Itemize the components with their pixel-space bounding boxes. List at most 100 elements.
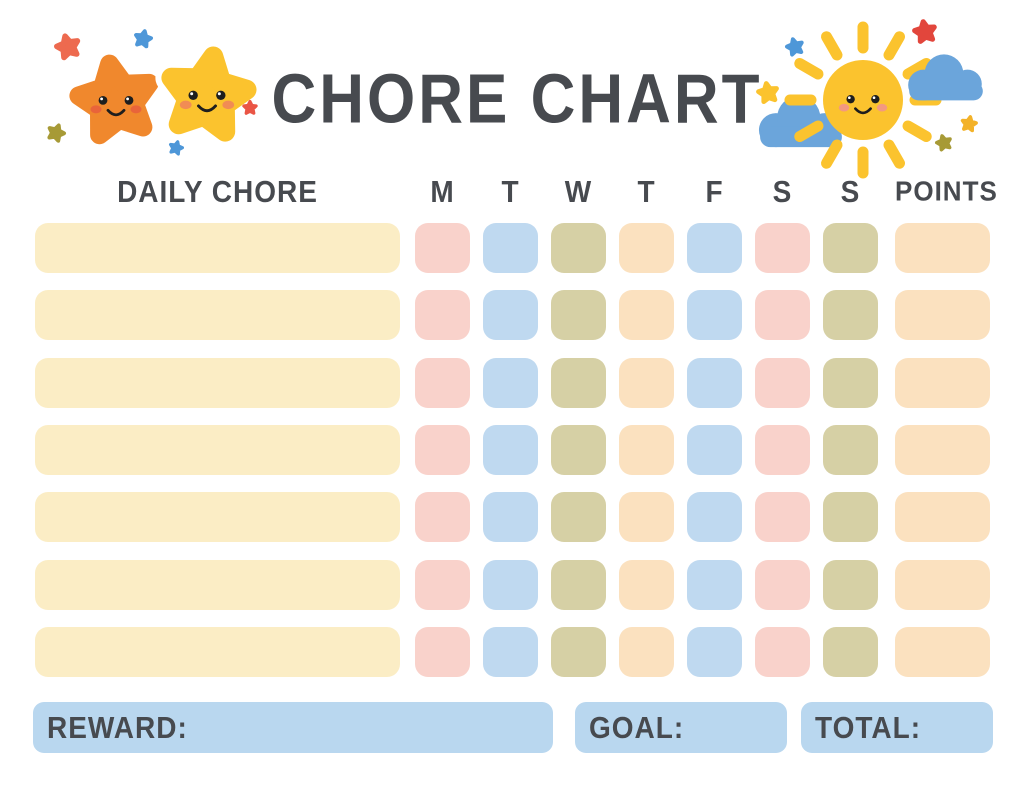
points-cell[interactable] xyxy=(895,492,990,542)
chore-name-field[interactable] xyxy=(35,290,400,340)
star-icon xyxy=(912,19,937,44)
chore-name-field[interactable] xyxy=(35,358,400,408)
star-icon xyxy=(242,100,258,115)
star-icon xyxy=(69,54,159,145)
face xyxy=(179,90,235,113)
day-cell[interactable] xyxy=(823,223,878,273)
day-cell[interactable] xyxy=(551,358,606,408)
day-cell[interactable] xyxy=(619,425,674,475)
chore-name-field[interactable] xyxy=(35,425,400,475)
chore-name-field[interactable] xyxy=(35,627,400,677)
day-cell[interactable] xyxy=(823,290,878,340)
chore-name-field[interactable] xyxy=(35,223,400,273)
day-cell[interactable] xyxy=(415,560,470,610)
day-cell[interactable] xyxy=(551,290,606,340)
day-cell[interactable] xyxy=(619,223,674,273)
column-header-day-wed: W xyxy=(564,174,593,209)
day-cell[interactable] xyxy=(415,290,470,340)
star-icon xyxy=(169,140,184,156)
star-icon xyxy=(960,115,978,133)
sun-ray xyxy=(821,139,843,169)
column-header-day-sun: S xyxy=(840,174,861,209)
points-cell[interactable] xyxy=(895,223,990,273)
points-cell[interactable] xyxy=(895,358,990,408)
day-cell[interactable] xyxy=(823,425,878,475)
day-cell[interactable] xyxy=(823,492,878,542)
day-cell[interactable] xyxy=(755,290,810,340)
day-cell[interactable] xyxy=(687,492,742,542)
day-cell[interactable] xyxy=(551,560,606,610)
star-icon xyxy=(161,46,257,142)
day-cell[interactable] xyxy=(483,358,538,408)
face xyxy=(90,95,142,117)
day-cell[interactable] xyxy=(687,290,742,340)
day-cell[interactable] xyxy=(415,358,470,408)
day-cell[interactable] xyxy=(483,492,538,542)
star-icon xyxy=(54,33,81,61)
day-cell[interactable] xyxy=(551,627,606,677)
day-cell[interactable] xyxy=(823,560,878,610)
day-cell[interactable] xyxy=(415,492,470,542)
star-icon xyxy=(134,29,153,49)
day-cell[interactable] xyxy=(755,627,810,677)
sun-ray xyxy=(902,120,932,142)
sun-ray xyxy=(794,120,824,142)
star-icon xyxy=(756,81,779,104)
chore-name-field[interactable] xyxy=(35,560,400,610)
day-cell[interactable] xyxy=(619,290,674,340)
day-cell[interactable] xyxy=(755,425,810,475)
day-cell[interactable] xyxy=(483,425,538,475)
sun-ray xyxy=(794,58,824,80)
sun-ray xyxy=(883,31,905,61)
sun-ray xyxy=(902,58,932,80)
day-cell[interactable] xyxy=(483,223,538,273)
reward-box[interactable]: REWARD: xyxy=(33,702,553,753)
day-cell[interactable] xyxy=(551,425,606,475)
day-cell[interactable] xyxy=(551,223,606,273)
day-cell[interactable] xyxy=(755,560,810,610)
day-cell[interactable] xyxy=(755,358,810,408)
column-header-day-mon: M xyxy=(430,174,455,209)
day-cell[interactable] xyxy=(619,358,674,408)
day-cell[interactable] xyxy=(551,492,606,542)
day-cell[interactable] xyxy=(687,425,742,475)
points-cell[interactable] xyxy=(895,425,990,475)
day-cell[interactable] xyxy=(415,627,470,677)
day-cell[interactable] xyxy=(483,290,538,340)
day-cell[interactable] xyxy=(823,627,878,677)
day-cell[interactable] xyxy=(687,627,742,677)
cloud-icon xyxy=(908,54,983,101)
sun-ray xyxy=(883,139,905,169)
day-cell[interactable] xyxy=(755,492,810,542)
day-cell[interactable] xyxy=(619,492,674,542)
face xyxy=(838,94,888,115)
star-icon xyxy=(47,123,66,143)
total-label: TOTAL: xyxy=(815,709,922,744)
day-cell[interactable] xyxy=(619,627,674,677)
column-header-day-tue: T xyxy=(501,174,520,209)
day-cell[interactable] xyxy=(619,560,674,610)
goal-label: GOAL: xyxy=(589,709,685,744)
points-cell[interactable] xyxy=(895,290,990,340)
points-cell[interactable] xyxy=(895,560,990,610)
day-cell[interactable] xyxy=(687,358,742,408)
column-header-day-fri: F xyxy=(705,174,724,209)
column-header-day-thu: T xyxy=(637,174,656,209)
day-cell[interactable] xyxy=(687,223,742,273)
day-cell[interactable] xyxy=(483,560,538,610)
day-cell[interactable] xyxy=(483,627,538,677)
chore-name-field[interactable] xyxy=(35,492,400,542)
day-cell[interactable] xyxy=(755,223,810,273)
day-cell[interactable] xyxy=(415,223,470,273)
points-cell[interactable] xyxy=(895,627,990,677)
day-cell[interactable] xyxy=(687,560,742,610)
goal-box[interactable]: GOAL: xyxy=(575,702,787,753)
day-cell[interactable] xyxy=(415,425,470,475)
star-icon xyxy=(785,37,804,57)
star-icon xyxy=(935,134,952,152)
day-cell[interactable] xyxy=(823,358,878,408)
total-box[interactable]: TOTAL: xyxy=(801,702,993,753)
